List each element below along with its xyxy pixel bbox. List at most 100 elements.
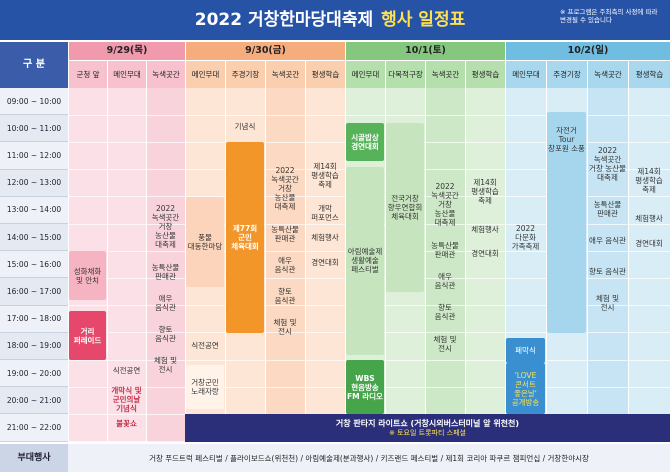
event: 향토 음식관 (589, 267, 626, 277)
time-label: 10:00 ~ 11:00 (0, 115, 68, 143)
date-header: 9/30(금) (185, 42, 345, 60)
title-bar: 2022 거창한마당대축제 행사 일정표 ※ 프로그램은 주최측의 사정에 따라… (0, 0, 670, 40)
event: 농특산물 판매관 (593, 200, 622, 219)
event: 제77회 군민 체육대회 (226, 142, 264, 333)
time-label: 11:00 ~ 12:00 (0, 142, 68, 170)
venue-column (465, 88, 505, 442)
event: 아림예술제 생활예술 페스티벌 (346, 166, 384, 355)
venue-header: 녹색곳간 (587, 60, 628, 88)
time-label: 20:00 ~ 21:00 (0, 387, 68, 415)
event: 제14회 평생학습 축제 (635, 166, 663, 194)
event: 애우 음식관 (589, 235, 626, 245)
time-label: 18:00 ~ 19:00 (0, 332, 68, 360)
corner: 구 분 (0, 42, 68, 88)
date-header: 10/2(일) (505, 42, 670, 60)
venue-header: 군청 앞 (68, 60, 107, 88)
event: 애우 음식관 (274, 255, 296, 274)
event: 거리 퍼레이드 (69, 311, 106, 360)
venue-header: 메인무대 (107, 60, 146, 88)
event: 제14회 평생학습 축제 (471, 177, 499, 205)
event: 제14회 평생학습 축제 (311, 161, 339, 189)
venue-column (107, 88, 146, 442)
event: 'LOVE 콘서트 좋은날' 공개방송 (506, 362, 545, 415)
event: 식전공연 (112, 366, 141, 376)
event: 거창군민 노래자랑 (186, 365, 224, 409)
time-label: 09:00 ~ 10:00 (0, 88, 68, 116)
event: 농특산물 판매관 (431, 240, 459, 259)
event: 향토 음식관 (155, 325, 176, 344)
row-line (68, 114, 670, 116)
event: 2022 녹색곳간 거창 농산물 대축제 (271, 166, 299, 212)
event: 2022 녹색곳간 거창 농산물 대축제 (589, 146, 626, 183)
time-label: 15:00 ~ 16:00 (0, 251, 68, 279)
venue-header: 주경기장 (546, 60, 587, 88)
venue-column (146, 88, 185, 442)
event: 농특산물 판매관 (271, 224, 299, 243)
title: 2022 거창한마당대축제 (194, 9, 374, 30)
venue-header: 평생학습 (465, 60, 505, 88)
event: 체험 및 전시 (595, 293, 620, 312)
venue-header: 메인무대 (345, 60, 385, 88)
event: 전국거창 향우연합회 체육대회 (386, 123, 424, 292)
time-label: 19:00 ~ 20:00 (0, 360, 68, 388)
venue-column (587, 88, 628, 442)
event: 2022 녹색곳간 거창 농산물 대축제 (431, 182, 459, 228)
event: 개막식 및 군민의날 기념식 (111, 385, 142, 413)
title-wrap: 2022 거창한마당대축제 행사 일정표 (120, 4, 540, 36)
event: 폐막식 (506, 338, 545, 363)
extra-label: 부대행사 (0, 444, 68, 472)
note: ※ 프로그램은 주최측의 사정에 따라 변경될 수 있습니다 (560, 8, 658, 25)
banner-title: 거창 판타지 라이트쇼 (거창시외버스터미널 앞 위천천) (335, 418, 520, 428)
venue-column (265, 88, 305, 442)
event: 개막 퍼포먼스 (311, 204, 339, 223)
venue-column (305, 88, 345, 442)
event: 체험행사 (471, 224, 499, 234)
event: 2022 녹색곳간 거창 농산물 대축제 (151, 204, 180, 250)
venue-header: 평생학습 (305, 60, 345, 88)
venue-column (425, 88, 465, 442)
date-header: 10/1(토) (345, 42, 505, 60)
venue-header: 메인무대 (505, 60, 546, 88)
venue-header: 녹색곳간 (425, 60, 465, 88)
event: 농특산물 판매관 (151, 262, 180, 281)
event: 불꽃쇼 (116, 419, 137, 429)
event: 성화채화 및 안치 (69, 251, 106, 301)
venue-column (628, 88, 670, 442)
event: 경연대회 (311, 257, 339, 267)
venue-header: 메인무대 (185, 60, 225, 88)
event: 2022 다문화 가족축제 (511, 224, 540, 252)
event: 체험 및 전시 (433, 334, 457, 353)
banner: 거창 판타지 라이트쇼 (거창시외버스터미널 앞 위천천) ※ 토요일 트롯파티 … (185, 414, 670, 442)
event: 체험행사 (311, 233, 339, 243)
venue-header: 평생학습 (628, 60, 670, 88)
event: 애우 음식관 (434, 272, 456, 291)
event: 식전공연 (191, 340, 219, 350)
extra-text: 거창 푸드트럭 페스티벌 / 플라이보드쇼(위천천) / 아림예술제(분과행사)… (68, 444, 670, 472)
event: 기념식 (234, 121, 256, 131)
event: 체험행사 (635, 214, 663, 224)
venue-header: 주경기장 (225, 60, 265, 88)
time-label: 12:00 ~ 13:00 (0, 169, 68, 197)
time-label: 21:00 ~ 22:00 (0, 414, 68, 442)
event: 자전거 Tour 창포원 소풍 (547, 112, 586, 333)
event: 경연대회 (471, 249, 499, 259)
title-highlight: 행사 일정표 (381, 9, 466, 30)
venue-header: 녹색곳간 (265, 60, 305, 88)
event: 경연대회 (635, 238, 663, 248)
time-label: 17:00 ~ 18:00 (0, 305, 68, 333)
date-header: 9/29(목) (68, 42, 185, 60)
venue-header: 녹색곳간 (146, 60, 185, 88)
time-label: 13:00 ~ 14:00 (0, 196, 68, 224)
event: 향토 음식관 (434, 303, 456, 322)
time-label: 14:00 ~ 15:00 (0, 224, 68, 252)
event: 풍물 대동한마당 (186, 196, 224, 287)
row-line (68, 441, 670, 443)
event: 체험 및 전시 (273, 318, 297, 337)
time-label: 16:00 ~ 17:00 (0, 278, 68, 306)
banner-subtitle: ※ 토요일 트롯파티 스페셜 (389, 428, 466, 437)
event: WBS 현음방송 FM 라디오 (346, 360, 384, 415)
event: 체험 및 전시 (153, 356, 178, 375)
event: 시골밥상 경연대회 (346, 123, 384, 162)
event: 향토 음식관 (274, 287, 296, 306)
